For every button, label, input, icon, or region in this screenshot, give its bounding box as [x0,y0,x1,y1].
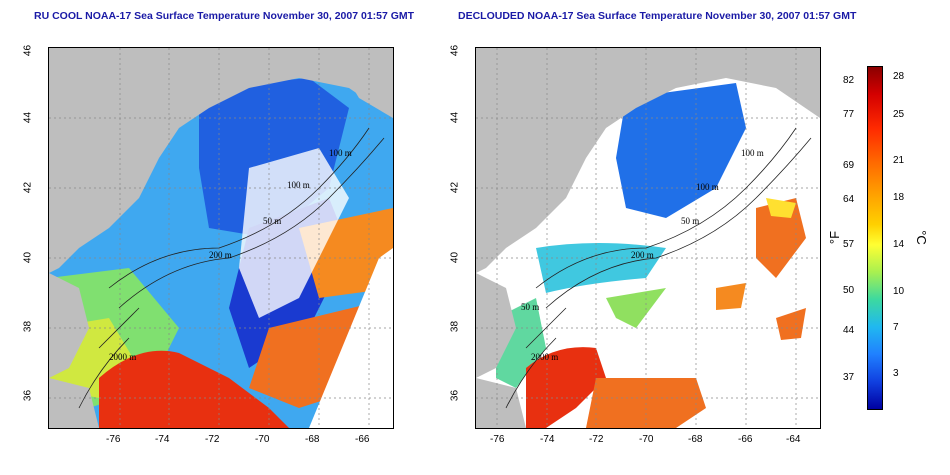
y-tick-label: 36 [449,389,461,402]
contour-label: 50 m [681,216,699,226]
y-tick-label: 38 [449,320,461,333]
colorbar-fahrenheit-tick: 50 [843,285,855,296]
land-carolina [49,378,99,428]
gulf-of-maine-cold-water [616,83,746,218]
fahrenheit-unit-label: °F [827,230,843,245]
land-mid-atlantic [476,273,516,378]
gulf-stream-warm-core [526,347,606,428]
land-new-england [49,48,393,273]
y-tick-label: 44 [22,111,34,124]
y-tick-label: 40 [449,251,461,264]
x-tick-label: -68 [305,434,320,445]
left-sst-map: 100 m 100 m 50 m 200 m 2000 m [48,47,394,429]
bathymetry-contours [78,127,385,409]
contour-label: 50 m [263,216,281,226]
land-carolina [476,378,526,428]
y-tick-label: 44 [449,111,461,124]
land-new-england [476,48,820,273]
y-tick-label: 46 [22,44,34,57]
x-tick-label: -66 [355,434,370,445]
colorbar-celsius-tick: 28 [893,71,905,82]
contour-label: 100 m [696,182,719,192]
colorbar-fahrenheit-tick: 69 [843,160,855,171]
y-tick-label: 42 [449,181,461,194]
shelf-water [536,243,666,293]
x-tick-label: -72 [205,434,220,445]
right-sst-map: 100 m 100 m 50 m 200 m 50 m 2000 m [475,47,821,429]
bathymetry-contours [505,127,812,409]
colorbar-fahrenheit-tick: 44 [843,325,855,336]
left-map-title: RU COOL NOAA-17 Sea Surface Temperature … [34,10,415,22]
contour-label: 100 m [741,148,764,158]
cloud-cover [239,148,349,318]
contour-label: 200 m [209,250,232,260]
warm-eddy-patch [776,308,806,340]
x-tick-label: -70 [639,434,654,445]
contour-label: 100 m [329,148,352,158]
land-nova-scotia [329,48,393,118]
x-tick-label: -74 [155,434,170,445]
gulf-stream-warm-core [99,350,289,428]
x-tick-label: -74 [540,434,555,445]
y-tick-label: 46 [449,44,461,57]
cloud-cover-southeast [309,248,393,428]
colorbar-fahrenheit-tick: 77 [843,109,855,120]
x-tick-label: -72 [589,434,604,445]
x-tick-label: -76 [106,434,121,445]
graticule [476,48,820,428]
colorbar-fahrenheit-tick: 57 [843,239,855,250]
colorbar-celsius-tick: 7 [893,322,899,333]
land-mid-atlantic [49,273,89,378]
temperature-colorbar [867,66,883,410]
colorbar-fahrenheit-tick: 82 [843,75,855,86]
colorbar-celsius-tick: 14 [893,239,905,250]
shelf-slope-water [606,288,666,328]
colorbar-celsius-tick: 25 [893,109,905,120]
contour-label: 200 m [631,250,654,260]
y-tick-label: 40 [22,251,34,264]
contour-label: 2000 m [531,352,558,362]
warm-ring-edge [766,198,796,218]
left-map-canvas: 100 m 100 m 50 m 200 m 2000 m [49,48,393,428]
x-tick-label: -76 [490,434,505,445]
right-map-title: DECLOUDED NOAA-17 Sea Surface Temperatur… [458,10,857,22]
contour-label: 100 m [287,180,310,190]
colorbar-celsius-tick: 18 [893,192,905,203]
colorbar-fahrenheit-tick: 37 [843,372,855,383]
colorbar-fahrenheit-tick: 64 [843,194,855,205]
colorbar-celsius-tick: 3 [893,368,899,379]
colorbar-celsius-tick: 21 [893,155,905,166]
warm-eddy-patch [716,283,746,310]
contour-label: 50 m [521,302,539,312]
colorbar-celsius-tick: 10 [893,286,905,297]
y-tick-label: 42 [22,181,34,194]
graticule [49,48,393,428]
x-tick-label: -64 [786,434,801,445]
x-tick-label: -66 [738,434,753,445]
x-tick-label: -70 [255,434,270,445]
contour-label: 2000 m [109,352,136,362]
y-tick-label: 36 [22,389,34,402]
right-map-canvas: 100 m 100 m 50 m 200 m 50 m 2000 m [476,48,820,428]
celsius-unit-label: °C [913,230,929,245]
warm-ring [756,198,806,278]
x-tick-label: -68 [688,434,703,445]
y-tick-label: 38 [22,320,34,333]
